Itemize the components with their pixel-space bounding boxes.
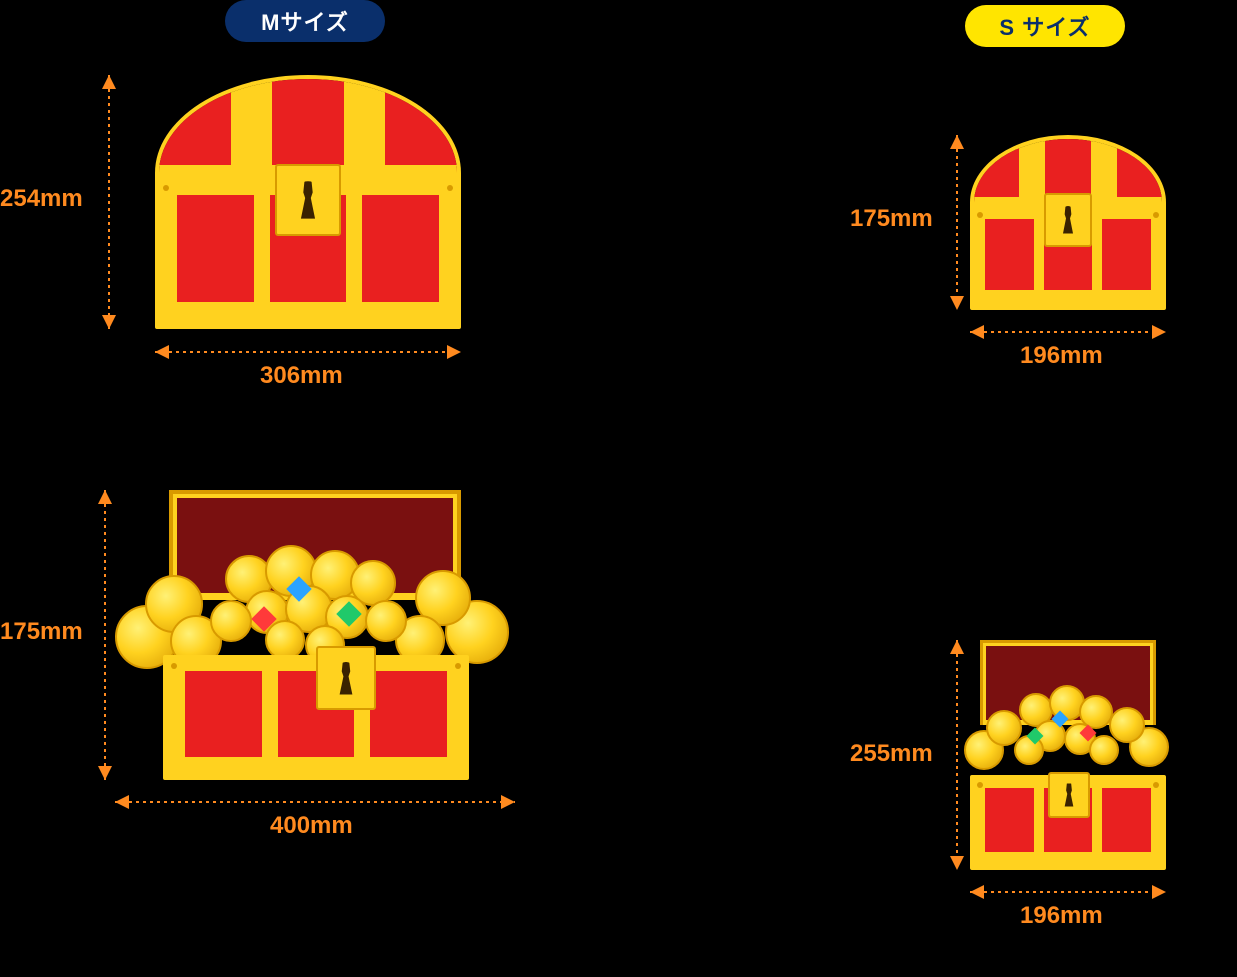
chest-m-open <box>115 490 515 780</box>
dim-label-h-s-open: 255mm <box>850 740 933 768</box>
chest-m-closed <box>155 75 461 329</box>
dim-arrow-v-s-open <box>950 640 964 870</box>
dim-label-w-m-closed: 306mm <box>260 362 343 390</box>
dim-arrow-h-m-open <box>115 795 515 809</box>
keyhole-icon <box>296 181 320 218</box>
size-badge-m: Mサイズ <box>225 0 385 42</box>
dim-arrow-h-s-open <box>970 885 1166 899</box>
dim-arrow-h-s-closed <box>970 325 1166 339</box>
keyhole-icon <box>1062 783 1076 806</box>
chest-s-closed <box>970 135 1166 310</box>
keyhole-icon <box>335 662 356 695</box>
dim-label-h-m-closed: 254mm <box>0 185 83 213</box>
dim-label-h-s-closed: 175mm <box>850 205 933 233</box>
dim-arrow-h-m-closed <box>155 345 461 359</box>
dim-label-w-s-open: 196mm <box>1020 902 1103 930</box>
dim-arrow-v-m-closed <box>102 75 116 329</box>
dim-arrow-v-s-closed <box>950 135 964 310</box>
chest-s-open <box>970 640 1166 870</box>
size-badge-s: S サイズ <box>965 5 1125 47</box>
dim-label-w-s-closed: 196mm <box>1020 342 1103 370</box>
dim-label-h-m-open: 175mm <box>0 618 83 646</box>
dim-label-w-m-open: 400mm <box>270 812 353 840</box>
keyhole-icon <box>1060 206 1077 234</box>
dim-arrow-v-m-open <box>98 490 112 780</box>
